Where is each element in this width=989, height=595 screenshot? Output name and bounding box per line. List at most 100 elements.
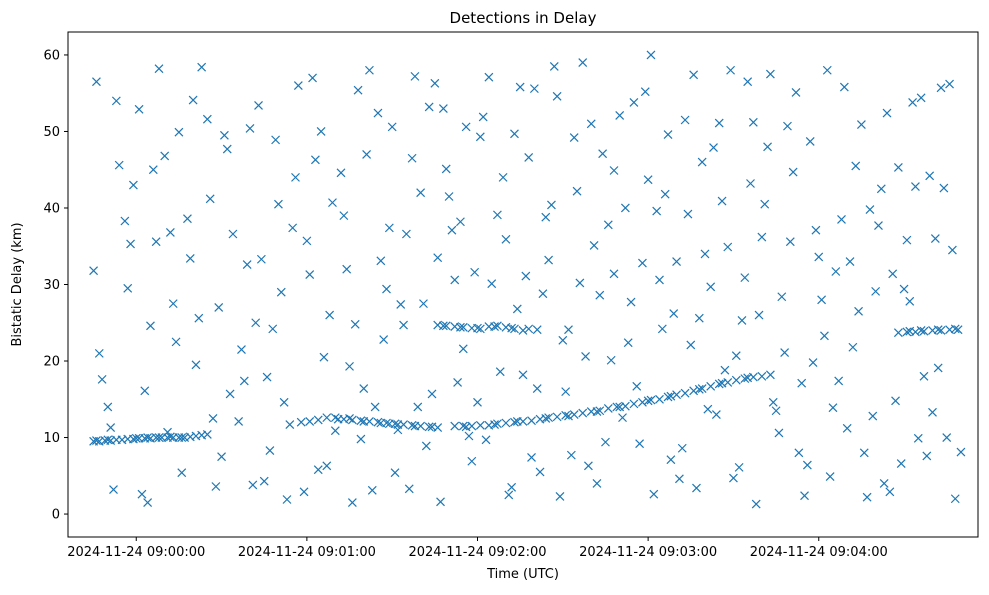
data-point [456,217,465,227]
data-point [234,417,244,426]
data-point [413,402,423,412]
data-point [376,418,386,428]
data-point [109,485,118,494]
data-point [660,189,670,199]
data-point [239,376,249,386]
data-point [305,417,315,426]
data-point [438,321,448,331]
data-point [933,363,943,373]
data-point [908,97,918,107]
data-point [384,419,394,429]
data-point [308,73,317,83]
x-tick-label: 2024-11-24 09:02:00 [408,545,546,560]
data-point [92,77,101,87]
data-point [831,267,841,276]
data-point [461,422,471,432]
data-point [879,479,889,488]
data-point [143,498,153,507]
data-point [902,327,912,337]
data-point [566,450,576,460]
data-point [916,325,926,335]
data-point [495,367,505,377]
data-point [655,275,664,285]
data-point [854,306,863,316]
data-point [629,399,639,409]
data-point [160,151,170,161]
data-point [714,379,724,389]
data-point [242,260,252,270]
data-point [345,413,354,423]
data-point [416,188,426,198]
data-point [271,135,281,145]
data-point [586,119,596,129]
data-point [441,164,451,174]
data-point [137,489,147,499]
data-point [706,381,716,391]
data-point [219,130,229,140]
data-point [285,420,295,429]
data-point [475,420,485,430]
data-point [706,282,716,292]
data-point [504,490,514,500]
data-point [888,269,898,279]
data-point [862,492,872,502]
data-point [905,296,915,306]
data-point [151,237,161,247]
data-point [535,467,545,477]
x-tick-label: 2024-11-24 09:01:00 [238,545,376,560]
data-point [788,167,798,177]
data-point [163,427,172,437]
data-point [254,101,263,110]
data-point [532,384,542,393]
plot-area [68,32,978,537]
data-point [339,211,349,221]
data-point [802,460,812,470]
data-point [686,340,696,350]
data-point [845,257,855,266]
data-point [919,326,929,336]
data-point [564,325,573,335]
data-point [103,435,113,445]
data-point [510,324,519,334]
data-point [763,142,772,152]
data-point [783,121,792,131]
data-point [760,199,770,209]
data-point [106,423,116,433]
data-point [450,275,460,285]
data-point [692,483,701,493]
data-point [427,389,437,399]
data-point [89,266,99,276]
data-point [785,237,795,247]
y-tick-label: 30 [43,278,60,293]
data-point [350,319,360,329]
data-point [544,413,554,423]
data-point [595,406,605,416]
data-point [441,321,451,331]
data-point [771,406,781,416]
data-point [464,431,474,441]
data-point [436,497,445,507]
data-point [930,234,940,244]
data-point [822,65,832,75]
data-point [911,182,920,191]
data-point [603,404,613,413]
data-point [939,183,949,193]
data-point [433,253,443,263]
data-point [589,241,599,250]
data-point [302,236,312,246]
data-point [492,419,502,429]
data-point [174,127,184,137]
data-point [817,295,827,305]
data-point [638,258,647,268]
data-point [916,93,926,103]
data-point [848,342,858,352]
data-point [731,375,741,385]
data-point [581,351,590,361]
data-point [547,200,556,210]
data-point [726,65,736,75]
data-point [720,365,730,375]
data-point [333,414,343,424]
data-point [202,430,212,439]
data-point [365,65,374,75]
data-point [885,487,895,497]
